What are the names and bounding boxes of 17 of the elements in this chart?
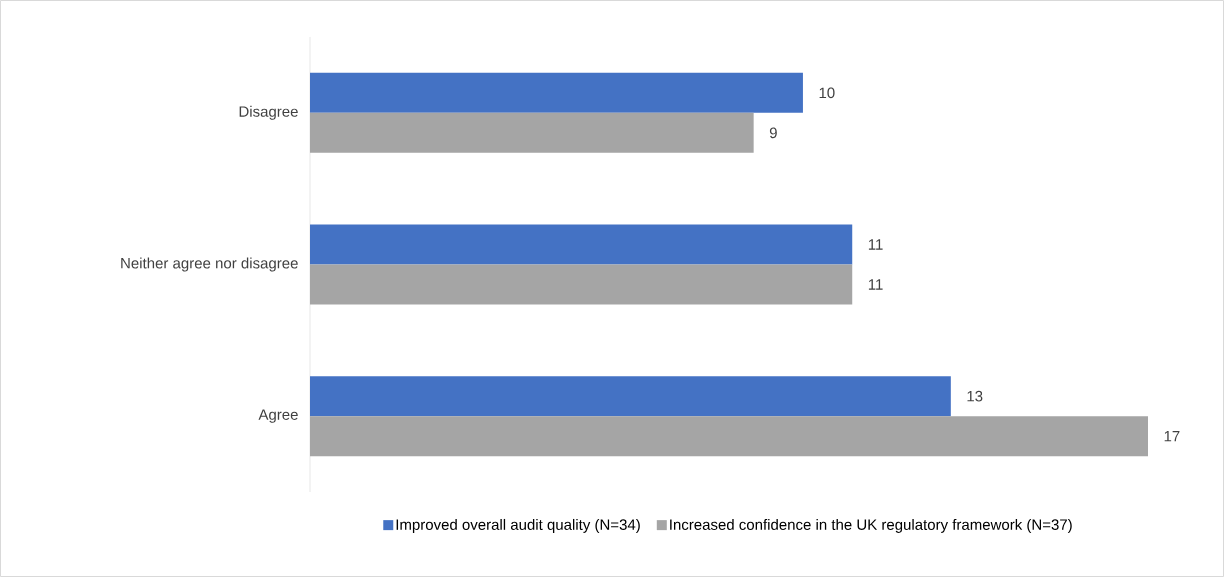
y-tick-label: Neither agree nor disagree (121, 257, 298, 272)
bar (310, 112, 754, 153)
data-label: 9 (769, 127, 777, 139)
bar (310, 264, 853, 305)
data-label: 11 (868, 279, 883, 290)
y-tick-label: Disagree (239, 105, 298, 120)
bar (310, 224, 853, 265)
bar (310, 72, 803, 113)
data-label: 17 (1164, 431, 1180, 442)
bar (310, 376, 951, 417)
bar (310, 416, 1148, 457)
data-label: 10 (819, 87, 835, 99)
y-tick-label: Agree (258, 409, 298, 423)
legend-label: Increased confidence in the UK regulatory framework (N=37) (670, 518, 1072, 533)
data-label: 11 (868, 239, 883, 250)
legend-label: Improved overall audit quality (N=34) (396, 518, 640, 533)
data-label: 13 (967, 390, 983, 402)
